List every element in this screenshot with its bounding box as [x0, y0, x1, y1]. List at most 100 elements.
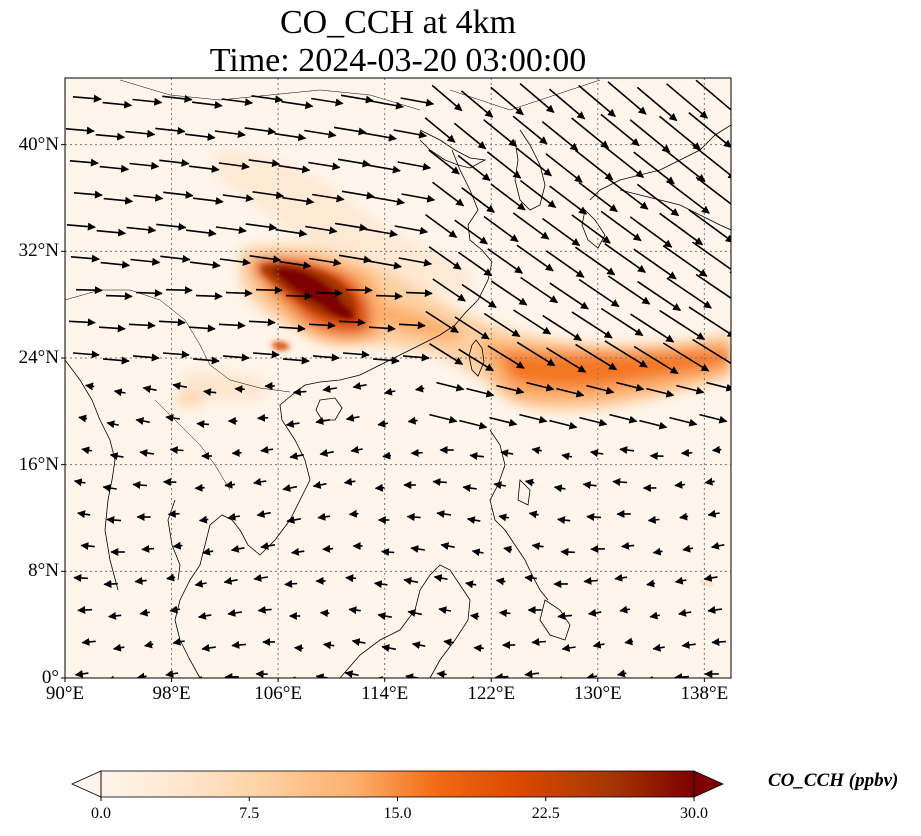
- colorbar-tick-label: 15.0: [383, 805, 412, 822]
- wind-arrow: [630, 313, 675, 343]
- wind-arrow: [674, 480, 685, 489]
- wind-arrow: [227, 609, 243, 617]
- wind-arrow: [526, 381, 555, 392]
- wind-arrow: [678, 608, 692, 617]
- wind-arrow: [549, 419, 578, 430]
- wind-arrow: [103, 579, 118, 588]
- wind-arrow: [466, 387, 495, 398]
- wind-arrow: [72, 94, 102, 103]
- wind-arrow: [524, 478, 535, 487]
- wind-arrow: [711, 637, 726, 646]
- wind-arrow: [659, 212, 704, 246]
- lat-tick-label: 8°N: [28, 560, 59, 582]
- wind-arrow: [364, 228, 398, 238]
- wind-arrow: [68, 318, 96, 327]
- wind-arrow: [406, 513, 421, 522]
- wind-arrow: [129, 161, 160, 170]
- wind-arrow: [692, 338, 731, 365]
- wind-arrow: [80, 542, 95, 551]
- wind-arrow: [214, 130, 246, 139]
- wind-arrow: [282, 484, 298, 492]
- wind-arrow: [633, 248, 677, 280]
- wind-arrow: [410, 545, 426, 553]
- wind-arrow: [126, 225, 157, 234]
- wind-arrow: [711, 445, 722, 454]
- wind-arrow: [257, 413, 269, 422]
- wind-arrow: [371, 196, 405, 206]
- wind-arrow: [100, 260, 131, 269]
- wind-arrow: [662, 147, 706, 183]
- wind-arrow: [224, 480, 235, 489]
- wind-arrow: [231, 640, 246, 649]
- wind-arrow: [545, 153, 583, 183]
- wind-arrow: [172, 637, 185, 646]
- wind-arrow: [338, 254, 372, 264]
- wind-arrow: [425, 310, 459, 334]
- wind-arrow: [341, 190, 375, 200]
- wind-arrow: [498, 513, 510, 522]
- wind-arrow: [436, 510, 452, 518]
- wind-arrow: [292, 387, 307, 396]
- wind-arrow: [490, 86, 524, 116]
- wind-arrow: [659, 309, 705, 341]
- wind-arrow: [165, 286, 193, 295]
- wind-arrow: [438, 606, 452, 615]
- wind-arrow: [490, 280, 528, 306]
- wind-arrow: [542, 217, 581, 247]
- wind-arrow: [290, 547, 305, 556]
- wind-arrow: [519, 413, 548, 424]
- wind-arrow: [219, 258, 251, 267]
- colorbar-tick-label: 0.0: [91, 805, 111, 822]
- wind-arrow: [549, 185, 588, 215]
- wind-vectors: [65, 79, 731, 678]
- wind-arrow: [646, 579, 656, 588]
- wind-arrow: [483, 312, 521, 338]
- wind-arrow: [609, 413, 638, 424]
- wind-arrow: [674, 576, 687, 585]
- wind-arrow: [704, 477, 715, 486]
- wind-arrow: [249, 255, 282, 264]
- wind-arrow: [81, 637, 96, 646]
- wind-arrow: [669, 416, 698, 427]
- wind-arrow: [106, 420, 119, 429]
- lon-tick-label: 114°E: [361, 683, 409, 704]
- wind-arrow: [604, 243, 646, 273]
- wind-arrow: [531, 542, 544, 551]
- wind-arrow: [405, 289, 433, 298]
- wind-arrow: [201, 643, 216, 652]
- wind-arrow: [112, 643, 125, 652]
- wind-arrow: [676, 384, 705, 395]
- wind-arrow: [465, 580, 477, 589]
- wind-arrow: [503, 545, 513, 554]
- wind-arrow: [646, 387, 675, 398]
- wind-arrow: [681, 640, 696, 649]
- wind-arrow: [703, 573, 718, 582]
- wind-arrow: [245, 223, 278, 232]
- wind-arrow: [461, 283, 497, 309]
- lat-tick-label: 24°N: [18, 347, 59, 368]
- wind-arrow: [195, 292, 223, 301]
- wind-arrow: [282, 356, 310, 365]
- wind-arrow: [253, 477, 267, 486]
- wind-arrow: [432, 478, 447, 487]
- wind-arrow: [706, 381, 731, 392]
- lat-tick-label: 40°N: [18, 133, 59, 155]
- wind-arrow: [710, 541, 725, 550]
- wind-arrow: [78, 414, 88, 423]
- lon-tick-label: 122°E: [467, 683, 516, 704]
- wind-arrow: [85, 382, 95, 391]
- wind-arrow: [498, 609, 511, 618]
- wind-arrow: [637, 280, 682, 312]
- wind-arrow: [196, 420, 209, 429]
- wind-arrow: [619, 446, 635, 454]
- wind-arrow: [74, 669, 89, 678]
- wind-arrow: [125, 129, 156, 138]
- wind-arrow: [337, 158, 371, 168]
- wind-arrow: [429, 413, 458, 424]
- wind-arrow: [461, 187, 495, 213]
- wind-arrow: [707, 509, 720, 518]
- wind-arrow: [586, 384, 615, 395]
- wind-arrow: [621, 541, 635, 550]
- wind-arrow: [99, 164, 130, 173]
- wind-arrow: [370, 100, 404, 110]
